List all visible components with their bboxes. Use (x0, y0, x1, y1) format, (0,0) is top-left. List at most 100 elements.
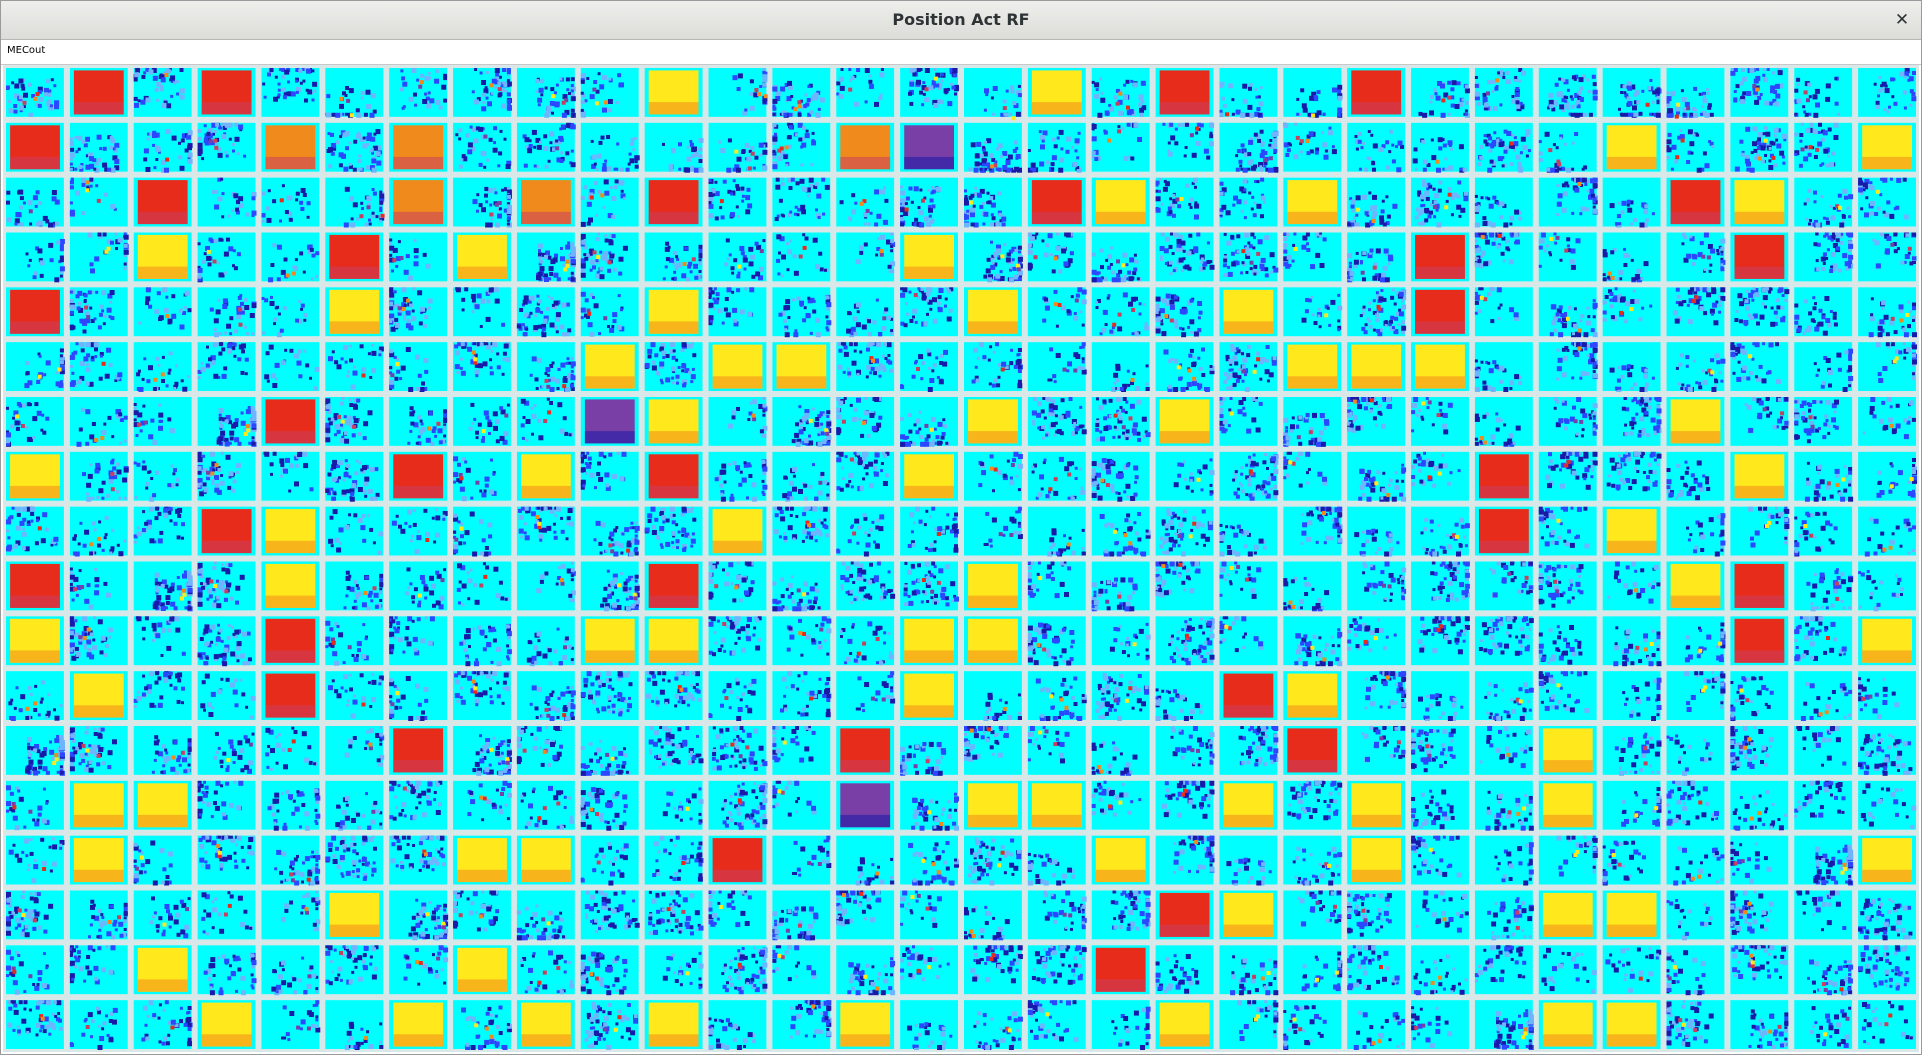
unit-tile[interactable] (580, 122, 640, 172)
unit-tile[interactable] (197, 616, 256, 667)
unit-tile[interactable] (900, 671, 958, 720)
unit-tile[interactable] (1666, 835, 1725, 886)
unit-tile[interactable] (644, 177, 703, 227)
unit-tile[interactable] (1091, 945, 1150, 995)
unit-tile[interactable] (261, 616, 320, 666)
unit-tile[interactable] (900, 451, 958, 501)
unit-tile[interactable] (580, 561, 640, 612)
unit-tile[interactable] (1474, 890, 1534, 941)
unit-tile[interactable] (964, 68, 1022, 121)
unit-tile[interactable] (1411, 68, 1470, 118)
unit-tile[interactable] (133, 890, 192, 940)
unit-tile[interactable] (69, 835, 128, 885)
unit-tile[interactable] (580, 287, 639, 337)
unit-tile[interactable] (1474, 616, 1534, 666)
unit-tile[interactable] (1474, 780, 1534, 831)
unit-tile[interactable] (1283, 671, 1342, 720)
unit-tile[interactable] (836, 177, 895, 227)
unit-tile[interactable] (1858, 506, 1916, 557)
unit-tile[interactable] (325, 232, 384, 282)
unit-tile[interactable] (1347, 945, 1406, 995)
unit-tile[interactable] (389, 671, 448, 721)
unit-tile[interactable] (964, 616, 1022, 666)
unit-tile[interactable] (772, 945, 831, 995)
unit-tile[interactable] (1858, 1000, 1916, 1049)
unit-tile[interactable] (1283, 726, 1342, 775)
unit-tile[interactable] (1858, 671, 1916, 720)
unit-tile[interactable] (900, 506, 959, 556)
unit-tile[interactable] (1538, 890, 1597, 940)
unit-tile[interactable] (133, 232, 192, 282)
unit-tile[interactable] (197, 890, 256, 940)
unit-tile[interactable] (453, 451, 511, 502)
unit-tile[interactable] (900, 616, 958, 666)
unit-tile[interactable] (1602, 177, 1661, 228)
unit-tile[interactable] (389, 342, 448, 392)
unit-tile[interactable] (197, 177, 257, 227)
unit-tile[interactable] (1602, 451, 1662, 501)
unit-tile[interactable] (1666, 232, 1726, 282)
unit-tile[interactable] (197, 232, 256, 283)
unit-tile[interactable] (325, 397, 384, 446)
unit-tile[interactable] (453, 506, 511, 557)
unit-tile[interactable] (1347, 890, 1406, 940)
unit-tile[interactable] (964, 945, 1023, 995)
unit-tile[interactable] (1602, 671, 1662, 721)
unit-tile[interactable] (1411, 122, 1469, 173)
unit-tile[interactable] (1538, 506, 1597, 556)
unit-tile[interactable] (133, 177, 192, 227)
unit-tile[interactable] (6, 561, 64, 611)
unit-tile[interactable] (1794, 506, 1853, 557)
unit-tile[interactable] (1283, 561, 1342, 612)
unit-tile[interactable] (389, 835, 448, 885)
unit-tile[interactable] (1219, 780, 1278, 830)
unit-tile[interactable] (6, 616, 64, 666)
unit-tile[interactable] (1474, 122, 1533, 173)
unit-tile[interactable] (1474, 451, 1533, 501)
unit-tile[interactable] (1474, 232, 1533, 282)
unit-tile[interactable] (325, 177, 385, 228)
unit-tile[interactable] (1474, 506, 1533, 556)
unit-tile[interactable] (1155, 726, 1215, 775)
unit-tile[interactable] (1474, 177, 1533, 228)
unit-tile[interactable] (1091, 342, 1150, 392)
unit-tile[interactable] (6, 177, 64, 228)
unit-tile[interactable] (1155, 232, 1215, 282)
unit-tile[interactable] (964, 287, 1022, 337)
unit-tile[interactable] (261, 945, 320, 996)
unit-tile[interactable] (261, 1000, 321, 1049)
unit-tile[interactable] (197, 122, 256, 172)
unit-tile[interactable] (1155, 890, 1214, 940)
unit-tile[interactable] (644, 68, 703, 117)
unit-tile[interactable] (1411, 945, 1469, 996)
unit-tile[interactable] (516, 287, 575, 338)
unit-tile[interactable] (1155, 68, 1214, 117)
unit-tile[interactable] (389, 287, 448, 337)
unit-tile[interactable] (836, 561, 896, 611)
unit-tile[interactable] (1474, 342, 1533, 392)
unit-tile[interactable] (325, 945, 384, 995)
unit-tile[interactable] (1794, 177, 1854, 228)
unit-tile[interactable] (516, 68, 576, 118)
unit-tile[interactable] (1219, 890, 1278, 940)
unit-tile[interactable] (1411, 397, 1469, 446)
unit-tile[interactable] (772, 397, 832, 447)
unit-tile[interactable] (1155, 835, 1215, 885)
unit-tile[interactable] (453, 671, 511, 720)
unit-tile[interactable] (197, 835, 256, 885)
unit-tile[interactable] (1219, 122, 1279, 173)
unit-tile[interactable] (1283, 945, 1343, 995)
unit-tile[interactable] (516, 451, 575, 501)
unit-tile[interactable] (453, 561, 511, 611)
unit-tile[interactable] (1091, 397, 1151, 446)
unit-tile[interactable] (453, 890, 511, 940)
unit-tile[interactable] (580, 451, 639, 501)
unit-tile[interactable] (836, 890, 895, 940)
unit-tile[interactable] (261, 122, 320, 172)
unit-tile[interactable] (836, 671, 896, 720)
unit-tile[interactable] (325, 122, 384, 173)
unit-tile[interactable] (1602, 945, 1662, 995)
unit-tile[interactable] (1347, 122, 1406, 173)
unit-tile[interactable] (580, 506, 640, 557)
unit-tile[interactable] (900, 287, 958, 337)
